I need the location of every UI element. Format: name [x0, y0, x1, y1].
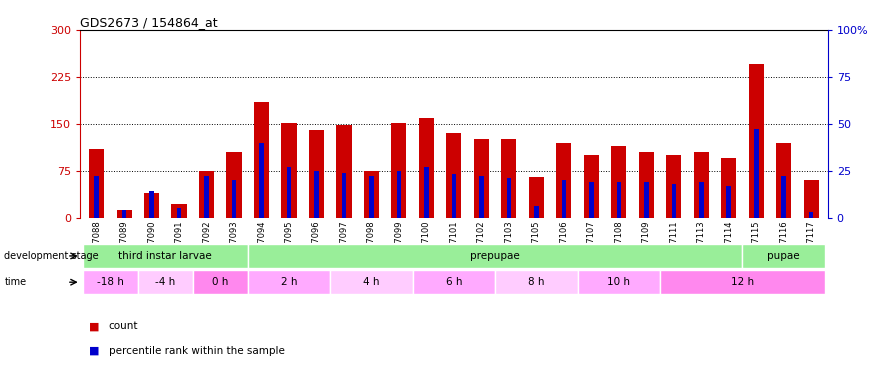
Bar [138, 270, 193, 294]
Bar [94, 176, 99, 218]
Text: 0 h: 0 h [212, 277, 229, 287]
Bar [83, 270, 138, 294]
Text: -4 h: -4 h [155, 277, 175, 287]
Bar [419, 117, 434, 218]
Bar [584, 155, 599, 218]
Bar [506, 178, 511, 218]
Bar [776, 142, 791, 218]
Text: count: count [109, 321, 138, 331]
Bar [314, 171, 319, 217]
Bar [177, 208, 182, 218]
Bar [479, 176, 483, 218]
Bar [578, 270, 660, 294]
Bar [495, 270, 578, 294]
Bar [639, 152, 654, 217]
Bar [672, 184, 676, 218]
Text: prepupae: prepupae [470, 251, 520, 261]
Text: 2 h: 2 h [280, 277, 297, 287]
Text: 4 h: 4 h [363, 277, 380, 287]
Bar [781, 176, 786, 218]
Bar [589, 182, 594, 218]
Bar [754, 129, 758, 218]
Text: 10 h: 10 h [607, 277, 630, 287]
Bar [89, 149, 104, 217]
Bar [699, 182, 703, 218]
Bar [144, 192, 159, 217]
Bar [83, 244, 247, 268]
Bar [809, 212, 813, 217]
Bar [369, 176, 374, 218]
Bar [172, 204, 187, 218]
Bar [611, 146, 627, 218]
Text: development stage: development stage [4, 251, 99, 261]
Bar [397, 171, 401, 217]
Bar [259, 142, 263, 218]
Bar [330, 270, 413, 294]
Bar [309, 130, 324, 218]
Bar [447, 133, 461, 218]
Bar [226, 152, 241, 217]
Text: third instar larvae: third instar larvae [118, 251, 212, 261]
Bar [117, 210, 132, 218]
Bar [667, 155, 682, 218]
Bar [644, 182, 649, 218]
Bar [617, 182, 621, 218]
Text: ■: ■ [89, 321, 100, 331]
Bar [231, 180, 236, 218]
Bar [804, 180, 819, 218]
Bar [281, 123, 296, 218]
Text: percentile rank within the sample: percentile rank within the sample [109, 346, 285, 355]
Bar [205, 176, 209, 218]
Text: -18 h: -18 h [97, 277, 124, 287]
Text: pupae: pupae [767, 251, 800, 261]
Bar [534, 206, 538, 218]
Bar [150, 191, 154, 217]
Bar [254, 102, 269, 218]
Text: 8 h: 8 h [528, 277, 545, 287]
Bar [742, 244, 825, 268]
Bar [193, 270, 247, 294]
Bar [660, 270, 825, 294]
Bar [451, 174, 457, 217]
Text: time: time [4, 278, 27, 287]
Bar [556, 142, 571, 218]
Bar [562, 180, 566, 218]
Bar [199, 171, 214, 217]
Bar [693, 152, 708, 217]
Bar [364, 171, 379, 217]
Text: ■: ■ [89, 346, 100, 355]
Bar [413, 270, 495, 294]
Bar [122, 210, 126, 218]
Bar [501, 140, 516, 218]
Bar [287, 167, 291, 218]
Bar [247, 244, 742, 268]
Bar [529, 177, 544, 218]
Text: 6 h: 6 h [446, 277, 462, 287]
Bar [247, 270, 330, 294]
Bar [726, 186, 731, 218]
Bar [473, 140, 489, 218]
Bar [392, 123, 407, 218]
Text: 12 h: 12 h [731, 277, 754, 287]
Bar [336, 125, 352, 217]
Bar [425, 167, 429, 218]
Bar [342, 172, 346, 217]
Bar [748, 64, 764, 218]
Text: GDS2673 / 154864_at: GDS2673 / 154864_at [80, 16, 218, 29]
Bar [721, 158, 736, 218]
